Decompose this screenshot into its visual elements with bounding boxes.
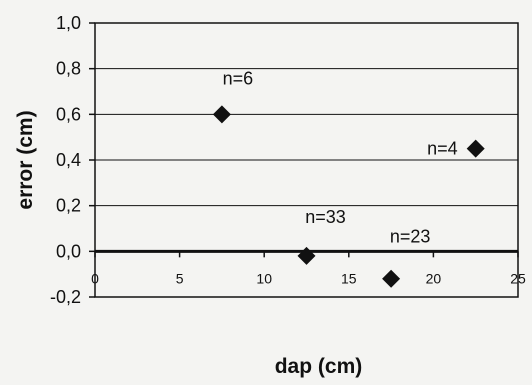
- data-point: [466, 139, 485, 158]
- point-annotation: n=6: [223, 68, 254, 88]
- y-tick-label: -0,2: [50, 287, 81, 307]
- x-tick-label: 25: [510, 270, 526, 286]
- y-axis-title: error (cm): [14, 110, 37, 209]
- y-tick-label: 1,0: [56, 13, 81, 33]
- tick-labels: 1,0 0,8 0,6 0,4 0,2 0,0 -0,2 0 5 10 15 20 25: [50, 13, 526, 307]
- x-tick-label: 5: [176, 270, 184, 286]
- data-point: [382, 269, 401, 288]
- x-tick-label: 20: [426, 270, 442, 286]
- x-tick-label: 10: [256, 270, 272, 286]
- point-annotation: n=33: [305, 207, 346, 227]
- y-tick-label: 0,6: [56, 104, 81, 124]
- data-point: [212, 105, 231, 124]
- y-tick-label: 0,8: [56, 59, 81, 79]
- point-annotation: n=23: [390, 227, 431, 247]
- x-tick-label: 15: [341, 270, 357, 286]
- y-tick-label: 0,0: [56, 241, 81, 261]
- y-tick-label: 0,2: [56, 196, 81, 216]
- x-axis-title: dap (cm): [275, 355, 363, 378]
- y-tick-label: 0,4: [56, 150, 81, 170]
- annotations: n=6 n=33 n=23 n=4: [223, 68, 458, 246]
- x-tick-label: 0: [91, 270, 99, 286]
- axes: [89, 22, 519, 298]
- point-annotation: n=4: [427, 139, 458, 159]
- data-points: [212, 105, 485, 288]
- data-point: [297, 246, 316, 265]
